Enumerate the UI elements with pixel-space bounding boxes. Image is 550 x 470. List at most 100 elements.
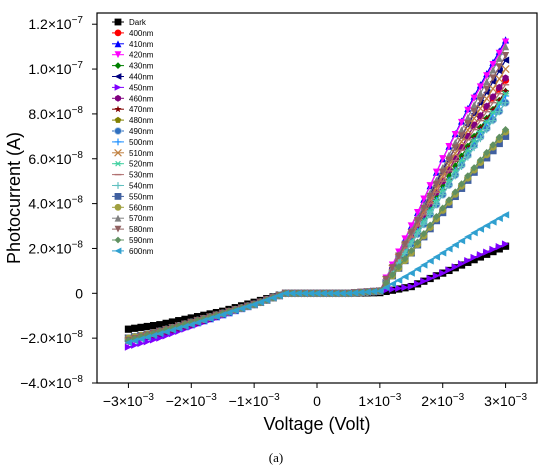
series-490nm <box>124 98 510 345</box>
data-point <box>426 257 434 265</box>
series-400nm <box>124 76 510 342</box>
legend-label: 560nm <box>129 203 154 212</box>
data-point <box>483 72 491 80</box>
data-point <box>193 317 202 325</box>
data-point <box>451 144 459 152</box>
data-point <box>432 200 441 209</box>
legend-label: 410nm <box>129 40 154 49</box>
legend-label: 590nm <box>129 236 154 245</box>
x-tick-label: 2×10−3 <box>421 392 464 409</box>
legend-label: 420nm <box>129 51 154 60</box>
series-Dark <box>124 242 510 333</box>
data-point <box>149 321 158 330</box>
data-point <box>407 247 415 255</box>
data-point <box>420 220 428 228</box>
data-point <box>149 331 158 340</box>
series-460nm <box>125 74 509 344</box>
data-point <box>124 339 133 347</box>
data-point <box>263 296 271 304</box>
data-point <box>483 78 491 86</box>
legend-label: 550nm <box>129 192 154 201</box>
legend-item: 490nm <box>112 127 154 136</box>
data-point <box>432 253 441 261</box>
data-point <box>495 245 503 253</box>
data-point <box>181 320 189 328</box>
data-point <box>495 133 503 141</box>
data-point <box>483 250 491 258</box>
series-540nm <box>124 99 510 342</box>
legend-marker <box>114 193 122 200</box>
legend-marker <box>114 236 122 244</box>
series-line <box>128 93 507 339</box>
data-point <box>388 280 397 288</box>
legend-item: 580nm <box>112 225 154 234</box>
data-point <box>495 63 503 71</box>
legend-label: 580nm <box>129 225 154 234</box>
data-point <box>483 126 491 134</box>
data-point <box>181 315 189 323</box>
data-point <box>401 240 409 249</box>
data-point <box>501 38 510 46</box>
data-point <box>489 109 497 116</box>
data-point <box>495 214 503 223</box>
data-point <box>395 276 403 284</box>
data-point <box>131 341 139 349</box>
data-point <box>325 289 334 297</box>
legend-marker <box>114 127 122 135</box>
data-point <box>193 313 202 321</box>
data-point <box>407 229 415 237</box>
series-410nm <box>124 36 510 344</box>
data-point <box>426 221 434 229</box>
legend-marker <box>114 40 122 48</box>
data-point <box>470 253 478 262</box>
data-point <box>496 83 503 92</box>
data-point <box>470 137 478 144</box>
data-point <box>470 143 478 152</box>
data-point <box>457 180 466 188</box>
data-point <box>457 162 466 170</box>
data-point <box>369 287 378 296</box>
legend-item: 560nm <box>112 203 154 212</box>
data-point <box>501 211 510 219</box>
data-point <box>219 311 227 319</box>
data-point <box>439 191 447 199</box>
data-point <box>501 65 510 74</box>
legend-label: 530nm <box>129 171 154 180</box>
data-point <box>432 213 441 221</box>
legend-marker <box>114 105 122 113</box>
legend-label: 520nm <box>129 160 154 169</box>
data-point <box>175 324 183 332</box>
data-point <box>187 321 195 329</box>
legend-marker <box>114 247 122 255</box>
legend-label: 570nm <box>129 214 154 223</box>
data-point <box>225 308 233 317</box>
legend-label: 450nm <box>129 83 154 92</box>
data-point <box>426 210 434 218</box>
data-point <box>168 326 177 334</box>
data-point <box>445 266 453 274</box>
legend-item: Dark <box>112 18 147 27</box>
series-550nm <box>124 132 510 342</box>
legend-marker <box>114 116 122 123</box>
data-point <box>143 331 151 339</box>
x-tick-label: 0 <box>313 393 321 409</box>
data-point <box>445 143 453 151</box>
data-point <box>407 240 415 248</box>
data-point <box>156 334 164 342</box>
data-point <box>376 287 384 295</box>
legend-item: 550nm <box>112 192 154 201</box>
data-point <box>495 67 503 75</box>
data-point <box>212 313 221 321</box>
data-point <box>495 54 503 62</box>
data-point <box>501 87 510 95</box>
data-point <box>168 318 177 326</box>
data-point <box>401 273 409 281</box>
data-point <box>451 188 459 196</box>
data-point <box>489 245 497 253</box>
data-point <box>476 156 485 164</box>
y-tick-label: 8.0×10−8 <box>28 105 83 122</box>
legend-label: 400nm <box>129 29 154 38</box>
data-point <box>231 306 239 315</box>
series-580nm <box>124 52 510 344</box>
data-point <box>193 319 202 327</box>
